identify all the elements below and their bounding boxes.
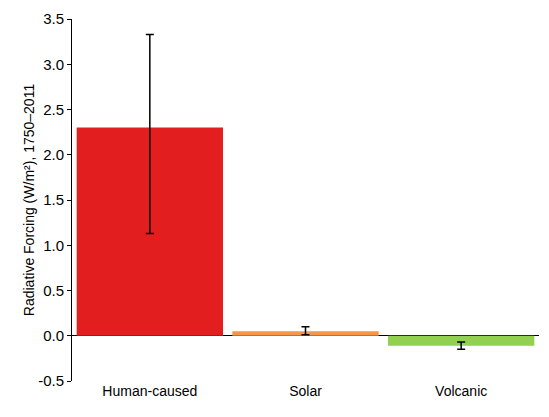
svg-text:-0.5: -0.5: [38, 372, 64, 389]
svg-text:2.0: 2.0: [43, 146, 64, 163]
svg-text:2.5: 2.5: [43, 101, 64, 118]
svg-text:Volcanic: Volcanic: [435, 383, 487, 399]
svg-text:Radiative Forcing (W/m²), 1750: Radiative Forcing (W/m²), 1750–2011: [21, 84, 37, 317]
svg-text:3.5: 3.5: [43, 10, 64, 27]
svg-text:Solar: Solar: [289, 383, 322, 399]
svg-text:Human-caused: Human-caused: [102, 383, 197, 399]
svg-text:1.0: 1.0: [43, 237, 64, 254]
svg-text:0.0: 0.0: [43, 327, 64, 344]
svg-text:3.0: 3.0: [43, 56, 64, 73]
svg-text:0.5: 0.5: [43, 282, 64, 299]
svg-text:1.5: 1.5: [43, 191, 64, 208]
